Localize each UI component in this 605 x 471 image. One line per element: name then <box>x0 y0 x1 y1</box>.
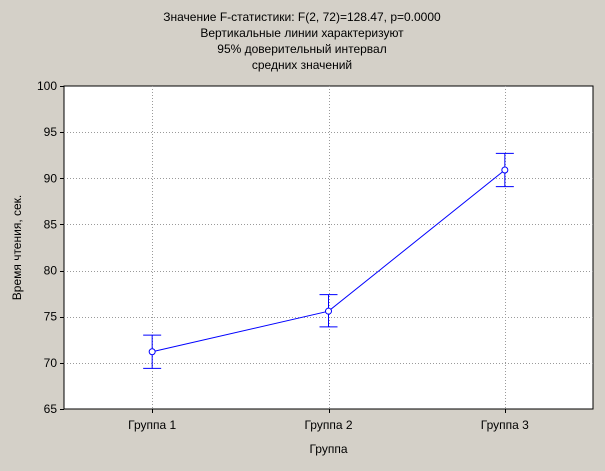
plot-area <box>63 85 594 410</box>
title-line: Вертикальные линии характеризуют <box>200 26 404 40</box>
x-tick-label: Группа 2 <box>304 418 352 432</box>
data-point <box>501 166 509 174</box>
x-axis: Группа 1 Группа 2 Группа 3 <box>128 409 529 432</box>
series <box>143 152 514 369</box>
y-tick-label: 90 <box>44 171 58 185</box>
title-line: 95% доверительный интервал <box>217 42 386 56</box>
y-tick-label: 95 <box>44 125 58 139</box>
title-line: средних значений <box>252 58 352 72</box>
y-tick-label: 70 <box>44 356 58 370</box>
y-tick-label: 100 <box>37 79 57 93</box>
x-tick-label: Группа 3 <box>481 418 529 432</box>
y-tick-label: 65 <box>44 402 58 416</box>
y-axis-label: Время чтения, сек. <box>10 195 24 300</box>
y-axis: 65 70 75 80 85 90 95 100 <box>37 79 64 416</box>
chart-title: Значение F-статистики: F(2, 72)=128.47, … <box>163 10 441 72</box>
data-point <box>325 307 332 315</box>
x-axis-label: Группа <box>309 442 347 456</box>
x-tick-label: Группа 1 <box>128 418 176 432</box>
y-tick-label: 85 <box>44 217 58 231</box>
y-tick-label: 80 <box>44 264 58 278</box>
title-line: Значение F-статистики: F(2, 72)=128.47, … <box>163 10 441 24</box>
y-tick-label: 75 <box>44 310 58 324</box>
data-point <box>148 348 156 356</box>
